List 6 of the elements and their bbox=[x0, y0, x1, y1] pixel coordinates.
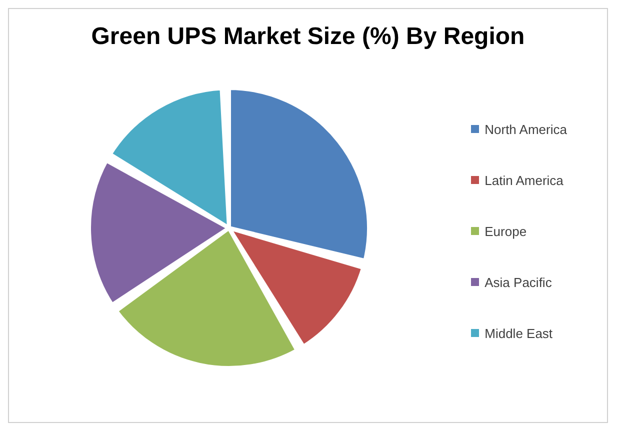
chart-title: Green UPS Market Size (%) By Region bbox=[90, 23, 526, 51]
legend-label: Latin America bbox=[484, 172, 564, 188]
legend-label: North America bbox=[484, 122, 567, 136]
legend-label: Asia Pacific bbox=[484, 274, 553, 290]
legend-label: Europe bbox=[484, 224, 528, 238]
legend-label: Middle East bbox=[484, 326, 554, 340]
